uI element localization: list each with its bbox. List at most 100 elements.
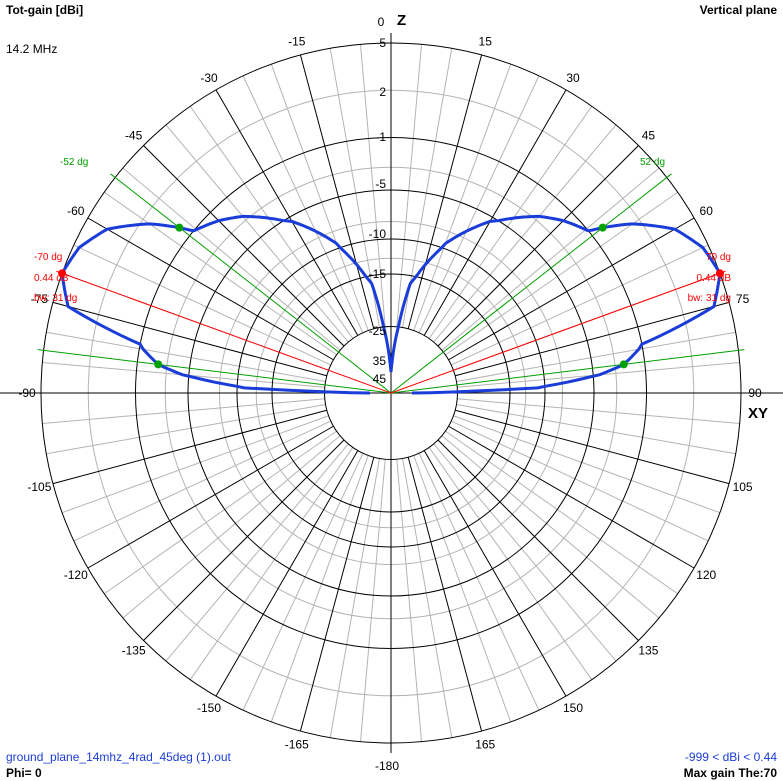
ring-db-label: 5: [379, 36, 386, 50]
halfpower-line: [110, 173, 392, 394]
radiation-pattern-curve: [60, 214, 722, 395]
max-gain-dot: [715, 269, 724, 278]
major-spoke: [448, 217, 695, 361]
minor-spoke: [433, 443, 617, 662]
major-spoke: [448, 425, 695, 569]
major-spoke: [299, 54, 375, 329]
major-spoke: [299, 457, 375, 732]
major-spoke: [437, 439, 639, 641]
angle-label: 150: [563, 701, 583, 715]
minor-spoke: [396, 459, 423, 742]
major-spoke: [423, 450, 567, 697]
angle-label: -150: [197, 701, 221, 715]
minor-spoke: [451, 244, 709, 366]
chart-title: Tot-gain [dBi]: [6, 3, 84, 17]
halfpower-dot: [154, 360, 163, 369]
halfpower-line: [390, 173, 672, 394]
angle-label: -180: [375, 759, 399, 773]
minor-spoke: [73, 244, 331, 366]
halfpower-dot: [175, 223, 184, 232]
major-spoke: [423, 89, 567, 336]
minor-spoke: [418, 75, 540, 333]
frequency-label: 14.2 MHz: [6, 42, 58, 56]
minor-spoke: [402, 458, 453, 738]
angle-label: -30: [200, 71, 218, 85]
ring-db-label: -10: [369, 227, 387, 241]
angle-label: 105: [733, 480, 753, 494]
major-spoke: [52, 301, 327, 377]
angle-label: 135: [638, 643, 658, 657]
halfpower-dot: [598, 223, 607, 232]
major-spoke: [455, 409, 730, 485]
angle-label: -90: [18, 386, 36, 400]
angle-label: 120: [696, 568, 716, 582]
major-spoke: [143, 145, 345, 347]
angle-label: 165: [475, 738, 495, 752]
left-max-gain-text: bw: 31 dg: [34, 293, 77, 304]
angle-label: 0: [378, 15, 385, 29]
marker-dots: [58, 223, 724, 369]
left-max-gain-text: -70 dg: [34, 252, 62, 263]
max-gain-dot: [58, 269, 67, 278]
angle-label: -165: [285, 738, 309, 752]
minor-spoke: [456, 404, 736, 455]
minor-spoke: [42, 398, 325, 425]
xy-axis-label: XY: [748, 405, 769, 422]
angle-label: -75: [31, 292, 49, 306]
minor-spoke: [46, 404, 326, 455]
angle-label: 30: [566, 71, 580, 85]
minor-spoke: [122, 167, 341, 351]
major-spoke: [215, 450, 359, 697]
major-spoke: [437, 145, 639, 347]
max-gain-label: Max gain The:70: [683, 766, 777, 780]
ring-db-label: 45: [373, 372, 387, 386]
major-spoke: [455, 301, 730, 377]
ring-db-label: 35: [373, 354, 387, 368]
minor-spoke: [441, 435, 660, 619]
major-spoke: [52, 409, 327, 485]
halfpower-dot: [619, 360, 628, 369]
right-max-gain-text: 0.44 dB: [697, 273, 732, 284]
ring-db-label: -5: [375, 177, 386, 191]
angle-label: -45: [125, 129, 143, 143]
ring-db-label: -25: [369, 324, 387, 338]
right-halfpower-text: 52 dg: [640, 157, 665, 168]
minor-spoke: [242, 75, 364, 333]
minor-spoke: [242, 453, 364, 711]
angle-label: 15: [479, 34, 493, 48]
angle-label: 45: [642, 129, 656, 143]
minor-spoke: [165, 443, 349, 662]
minor-spoke: [451, 420, 709, 542]
minor-spoke: [359, 459, 386, 742]
major-spoke: [215, 89, 359, 336]
angle-label: -135: [122, 643, 146, 657]
major-spoke: [143, 439, 345, 641]
angle-label: -105: [27, 480, 51, 494]
halfpower-line: [37, 349, 392, 394]
ring-db-label: -15: [369, 267, 387, 281]
left-max-gain-text: 0.44 dB: [34, 273, 69, 284]
angle-label: -60: [67, 204, 85, 218]
plane-label: Vertical plane: [699, 3, 777, 17]
major-spoke: [407, 54, 483, 329]
minor-spoke: [457, 398, 740, 425]
marker-lines: [37, 173, 745, 394]
filename-label: ground_plane_14mhz_4rad_45deg (1).out: [6, 750, 231, 764]
angle-label: 90: [748, 386, 762, 400]
plot-labels: 5 2 -1 -5 -10 -15 -25 35 45 0 15 30 45 60 75 90 105 120 13…: [18, 15, 762, 773]
minor-spoke: [418, 453, 540, 711]
minor-spoke: [122, 435, 341, 619]
major-spoke: [87, 425, 334, 569]
minor-spoke: [441, 167, 660, 351]
right-max-gain-text: 70 dg: [706, 252, 731, 263]
ring-db-label: -1: [375, 130, 386, 144]
ring-db-label: 2: [379, 85, 386, 99]
major-spoke: [87, 217, 334, 361]
angle-label: 75: [736, 292, 750, 306]
minor-spoke: [329, 458, 380, 738]
gain-range-label: -999 < dBi < 0.44: [684, 750, 777, 764]
angle-label: 60: [700, 204, 714, 218]
max-gain-line: [390, 270, 726, 394]
max-gain-line: [56, 270, 392, 394]
